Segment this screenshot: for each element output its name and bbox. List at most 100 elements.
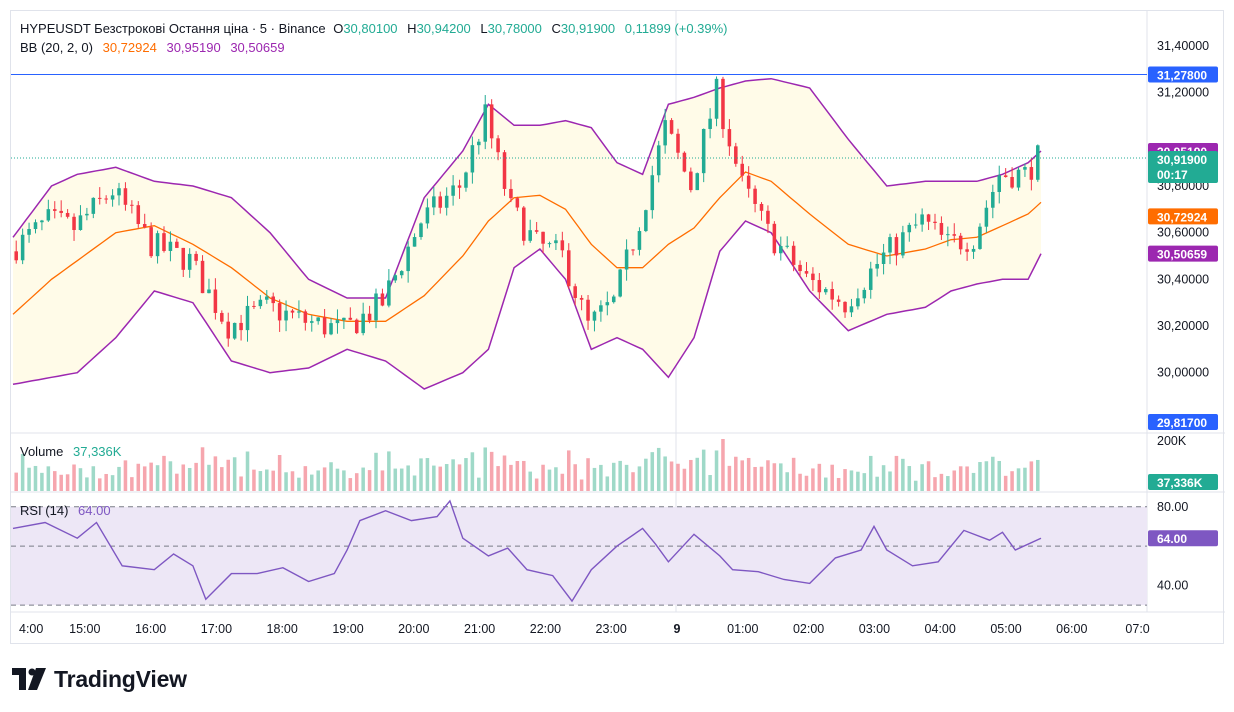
- candle-body[interactable]: [592, 311, 597, 321]
- candle-body[interactable]: [464, 172, 468, 188]
- candle-body[interactable]: [676, 133, 680, 153]
- candle-body[interactable]: [271, 296, 275, 304]
- candle-body[interactable]: [843, 301, 847, 313]
- candle-body[interactable]: [618, 269, 622, 297]
- candle-body[interactable]: [689, 171, 693, 191]
- candle-body[interactable]: [746, 175, 751, 189]
- candle-body[interactable]: [245, 305, 250, 331]
- candle-body[interactable]: [367, 313, 372, 321]
- candle-body[interactable]: [232, 322, 237, 339]
- candle-body[interactable]: [541, 231, 545, 244]
- candle-body[interactable]: [772, 223, 777, 254]
- candle-body[interactable]: [528, 230, 532, 241]
- candle-body[interactable]: [354, 319, 359, 334]
- candle-body[interactable]: [997, 175, 1002, 192]
- candle-body[interactable]: [168, 241, 173, 251]
- bb-label[interactable]: BB (20, 2, 0): [20, 40, 93, 55]
- candle-body[interactable]: [477, 141, 481, 146]
- candle-body[interactable]: [110, 195, 115, 200]
- symbol-line[interactable]: HYPEUSDT Безстрокові Остання ціна · 5 · …: [20, 21, 326, 36]
- candle-body[interactable]: [605, 302, 610, 306]
- candle-body[interactable]: [785, 245, 789, 247]
- candle-body[interactable]: [59, 210, 63, 213]
- candle-body[interactable]: [701, 128, 706, 174]
- candle-body[interactable]: [650, 175, 655, 211]
- candle-body[interactable]: [175, 241, 179, 248]
- candle-body[interactable]: [669, 120, 674, 134]
- candle-body[interactable]: [277, 303, 282, 321]
- candle-body[interactable]: [991, 191, 995, 208]
- candle-body[interactable]: [432, 196, 436, 208]
- candle-body[interactable]: [444, 195, 449, 208]
- price-axis[interactable]: 31,4000031,2000030,8000030,6000030,40000…: [1157, 39, 1209, 592]
- candle-body[interactable]: [213, 289, 218, 313]
- candle-body[interactable]: [316, 317, 320, 322]
- candle-body[interactable]: [695, 173, 700, 191]
- candle-body[interactable]: [136, 205, 141, 225]
- candle-body[interactable]: [740, 163, 745, 176]
- candle-body[interactable]: [952, 234, 957, 236]
- candle-body[interactable]: [811, 273, 815, 281]
- candle-body[interactable]: [849, 306, 854, 313]
- candle-body[interactable]: [727, 129, 732, 147]
- candle-body[interactable]: [457, 185, 462, 188]
- candle-body[interactable]: [303, 311, 308, 323]
- candle-body[interactable]: [1016, 169, 1021, 188]
- candle-body[interactable]: [984, 207, 989, 227]
- horizontal-line[interactable]: [11, 73, 1147, 159]
- candle-body[interactable]: [611, 296, 616, 303]
- candle-body[interactable]: [226, 321, 231, 339]
- candle-body[interactable]: [791, 245, 796, 265]
- candle-body[interactable]: [483, 104, 488, 142]
- candle-body[interactable]: [72, 216, 76, 231]
- candle-body[interactable]: [91, 197, 96, 214]
- candle-body[interactable]: [265, 296, 269, 300]
- candle-body[interactable]: [1036, 145, 1040, 180]
- rsi-legend[interactable]: RSI (14) 64.00: [20, 503, 111, 518]
- candle-body[interactable]: [682, 152, 687, 172]
- candle-body[interactable]: [766, 210, 770, 224]
- candle-body[interactable]: [759, 203, 764, 211]
- candle-body[interactable]: [130, 204, 134, 206]
- candle-body[interactable]: [40, 220, 44, 223]
- candle-body[interactable]: [798, 264, 802, 272]
- candle-body[interactable]: [46, 209, 51, 221]
- candle-body[interactable]: [817, 280, 822, 293]
- symbol-legend[interactable]: HYPEUSDT Безстрокові Остання ціна · 5 · …: [20, 21, 728, 36]
- candle-body[interactable]: [297, 311, 301, 313]
- candle-body[interactable]: [939, 222, 944, 235]
- candle-body[interactable]: [502, 152, 507, 189]
- candle-body[interactable]: [419, 223, 423, 238]
- candle-body[interactable]: [309, 321, 314, 323]
- candle-body[interactable]: [329, 323, 333, 335]
- candle-body[interactable]: [913, 224, 918, 226]
- candle-body[interactable]: [406, 246, 410, 272]
- candle-body[interactable]: [515, 198, 520, 208]
- candle-body[interactable]: [894, 237, 899, 256]
- brand[interactable]: TradingView: [12, 664, 187, 694]
- candle-body[interactable]: [708, 118, 712, 129]
- candle-body[interactable]: [856, 298, 860, 307]
- candle-body[interactable]: [926, 214, 931, 222]
- candle-body[interactable]: [27, 229, 31, 235]
- candle-body[interactable]: [322, 317, 327, 335]
- candle-body[interactable]: [252, 305, 256, 307]
- candle-body[interactable]: [85, 213, 89, 216]
- candle-body[interactable]: [20, 234, 25, 261]
- candles[interactable]: [14, 76, 1040, 347]
- candle-body[interactable]: [644, 210, 648, 232]
- candle-body[interactable]: [836, 299, 841, 302]
- candle-body[interactable]: [142, 224, 147, 228]
- candle-body[interactable]: [425, 207, 430, 224]
- candle-body[interactable]: [470, 145, 475, 173]
- candle-body[interactable]: [579, 297, 584, 300]
- candle-body[interactable]: [239, 322, 243, 331]
- candle-body[interactable]: [200, 260, 205, 294]
- candle-body[interactable]: [978, 226, 982, 249]
- candle-body[interactable]: [399, 271, 404, 276]
- candle-body[interactable]: [560, 240, 565, 251]
- candle-body[interactable]: [875, 263, 879, 269]
- candle-body[interactable]: [155, 233, 160, 257]
- candle-body[interactable]: [907, 224, 912, 233]
- candle-body[interactable]: [149, 227, 153, 257]
